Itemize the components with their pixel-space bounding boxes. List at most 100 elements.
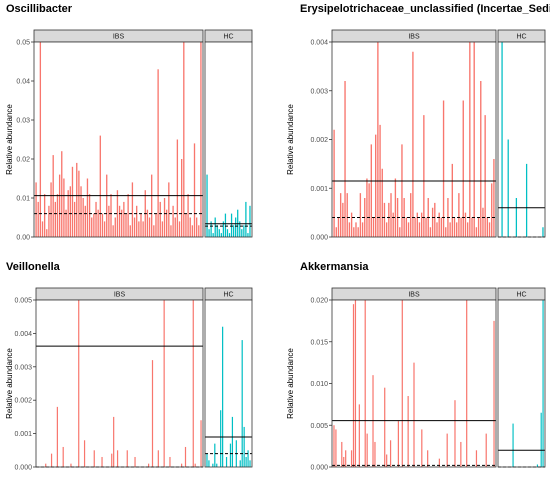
bar (70, 463, 72, 467)
bar (208, 460, 210, 467)
bar (118, 205, 121, 237)
bar (350, 450, 353, 467)
bar (212, 233, 214, 237)
bar (50, 453, 53, 467)
y-axis-label: Relative abundance (5, 104, 14, 175)
bar (484, 115, 486, 238)
bar (423, 115, 425, 238)
bar (93, 450, 95, 467)
bar (418, 222, 421, 238)
bar (460, 441, 462, 467)
bar (41, 221, 44, 237)
facet-border (35, 299, 204, 468)
bar (245, 456, 247, 467)
bar (235, 217, 237, 237)
y-tick-label: 0.020 (310, 298, 328, 305)
bar (540, 412, 542, 467)
bar (35, 182, 37, 237)
bar (346, 193, 348, 238)
bar (366, 433, 368, 467)
bar (392, 212, 394, 238)
bar (344, 81, 346, 237)
bar (249, 205, 251, 237)
bar (350, 212, 353, 238)
bar (366, 178, 368, 237)
facet-border (331, 41, 497, 238)
bar (110, 194, 112, 237)
bar (434, 202, 436, 238)
bar (427, 450, 429, 467)
bar (194, 463, 196, 467)
bar (341, 441, 343, 467)
bar (82, 198, 84, 237)
y-axis-label: Relative abundance (286, 104, 295, 175)
bar (466, 300, 468, 467)
bar (187, 194, 189, 237)
bar (436, 222, 438, 238)
bar (169, 456, 171, 467)
facet-strip-label: HC (516, 34, 526, 41)
facet-strip-label: IBS (408, 292, 420, 299)
bar (178, 221, 181, 237)
bar (413, 362, 415, 468)
y-tick-label: 0.04 (16, 79, 30, 86)
bar (374, 441, 376, 467)
facet-ibs: IBS (331, 29, 497, 238)
bar (103, 221, 106, 237)
bar (161, 221, 164, 237)
bar (247, 450, 249, 467)
bar (536, 464, 539, 467)
bar (37, 201, 39, 237)
bar (220, 410, 222, 467)
bar (56, 406, 58, 467)
chart-title: Akkermansia (300, 261, 369, 273)
bar (159, 201, 161, 237)
facet-border (331, 299, 497, 468)
bar (106, 174, 108, 237)
facet-border (204, 299, 253, 468)
bar (101, 456, 103, 467)
bar (206, 453, 208, 467)
y-tick-label: 0.015 (310, 339, 328, 346)
bar (121, 209, 123, 237)
bar (355, 222, 357, 238)
bar (342, 202, 344, 238)
bar (116, 190, 119, 237)
bar (339, 193, 342, 238)
bar (485, 433, 487, 467)
chart-panel-1: Oscillibacter Relative abundance 0.00 0.01 0… (5, 3, 253, 242)
bar (220, 233, 222, 237)
bar (83, 440, 86, 467)
bar (198, 225, 200, 237)
y-tick-label: 0.004 (310, 40, 328, 47)
y-tick-label: 0.001 (14, 431, 32, 438)
bar (99, 135, 101, 237)
bar (214, 443, 216, 467)
bar (185, 213, 187, 237)
bar (390, 193, 392, 238)
bar (412, 51, 414, 237)
bar (407, 222, 410, 238)
bar (113, 416, 115, 467)
bar (131, 182, 134, 237)
bar (111, 453, 113, 467)
bar (174, 217, 176, 237)
bar (493, 320, 495, 468)
bar (466, 222, 469, 238)
bar (127, 194, 129, 237)
bar (114, 217, 116, 237)
bar (245, 201, 247, 237)
bar (129, 225, 131, 237)
bar (78, 170, 80, 237)
y-tick-label: 0.000 (310, 235, 328, 242)
facet-hc: HC (497, 29, 546, 238)
facet-ibs: IBS (331, 287, 497, 468)
bar (46, 229, 48, 237)
bar (206, 174, 208, 237)
bar (239, 460, 241, 467)
bar (337, 217, 340, 237)
bar (212, 463, 214, 467)
bar (431, 207, 434, 237)
bar (488, 222, 491, 238)
